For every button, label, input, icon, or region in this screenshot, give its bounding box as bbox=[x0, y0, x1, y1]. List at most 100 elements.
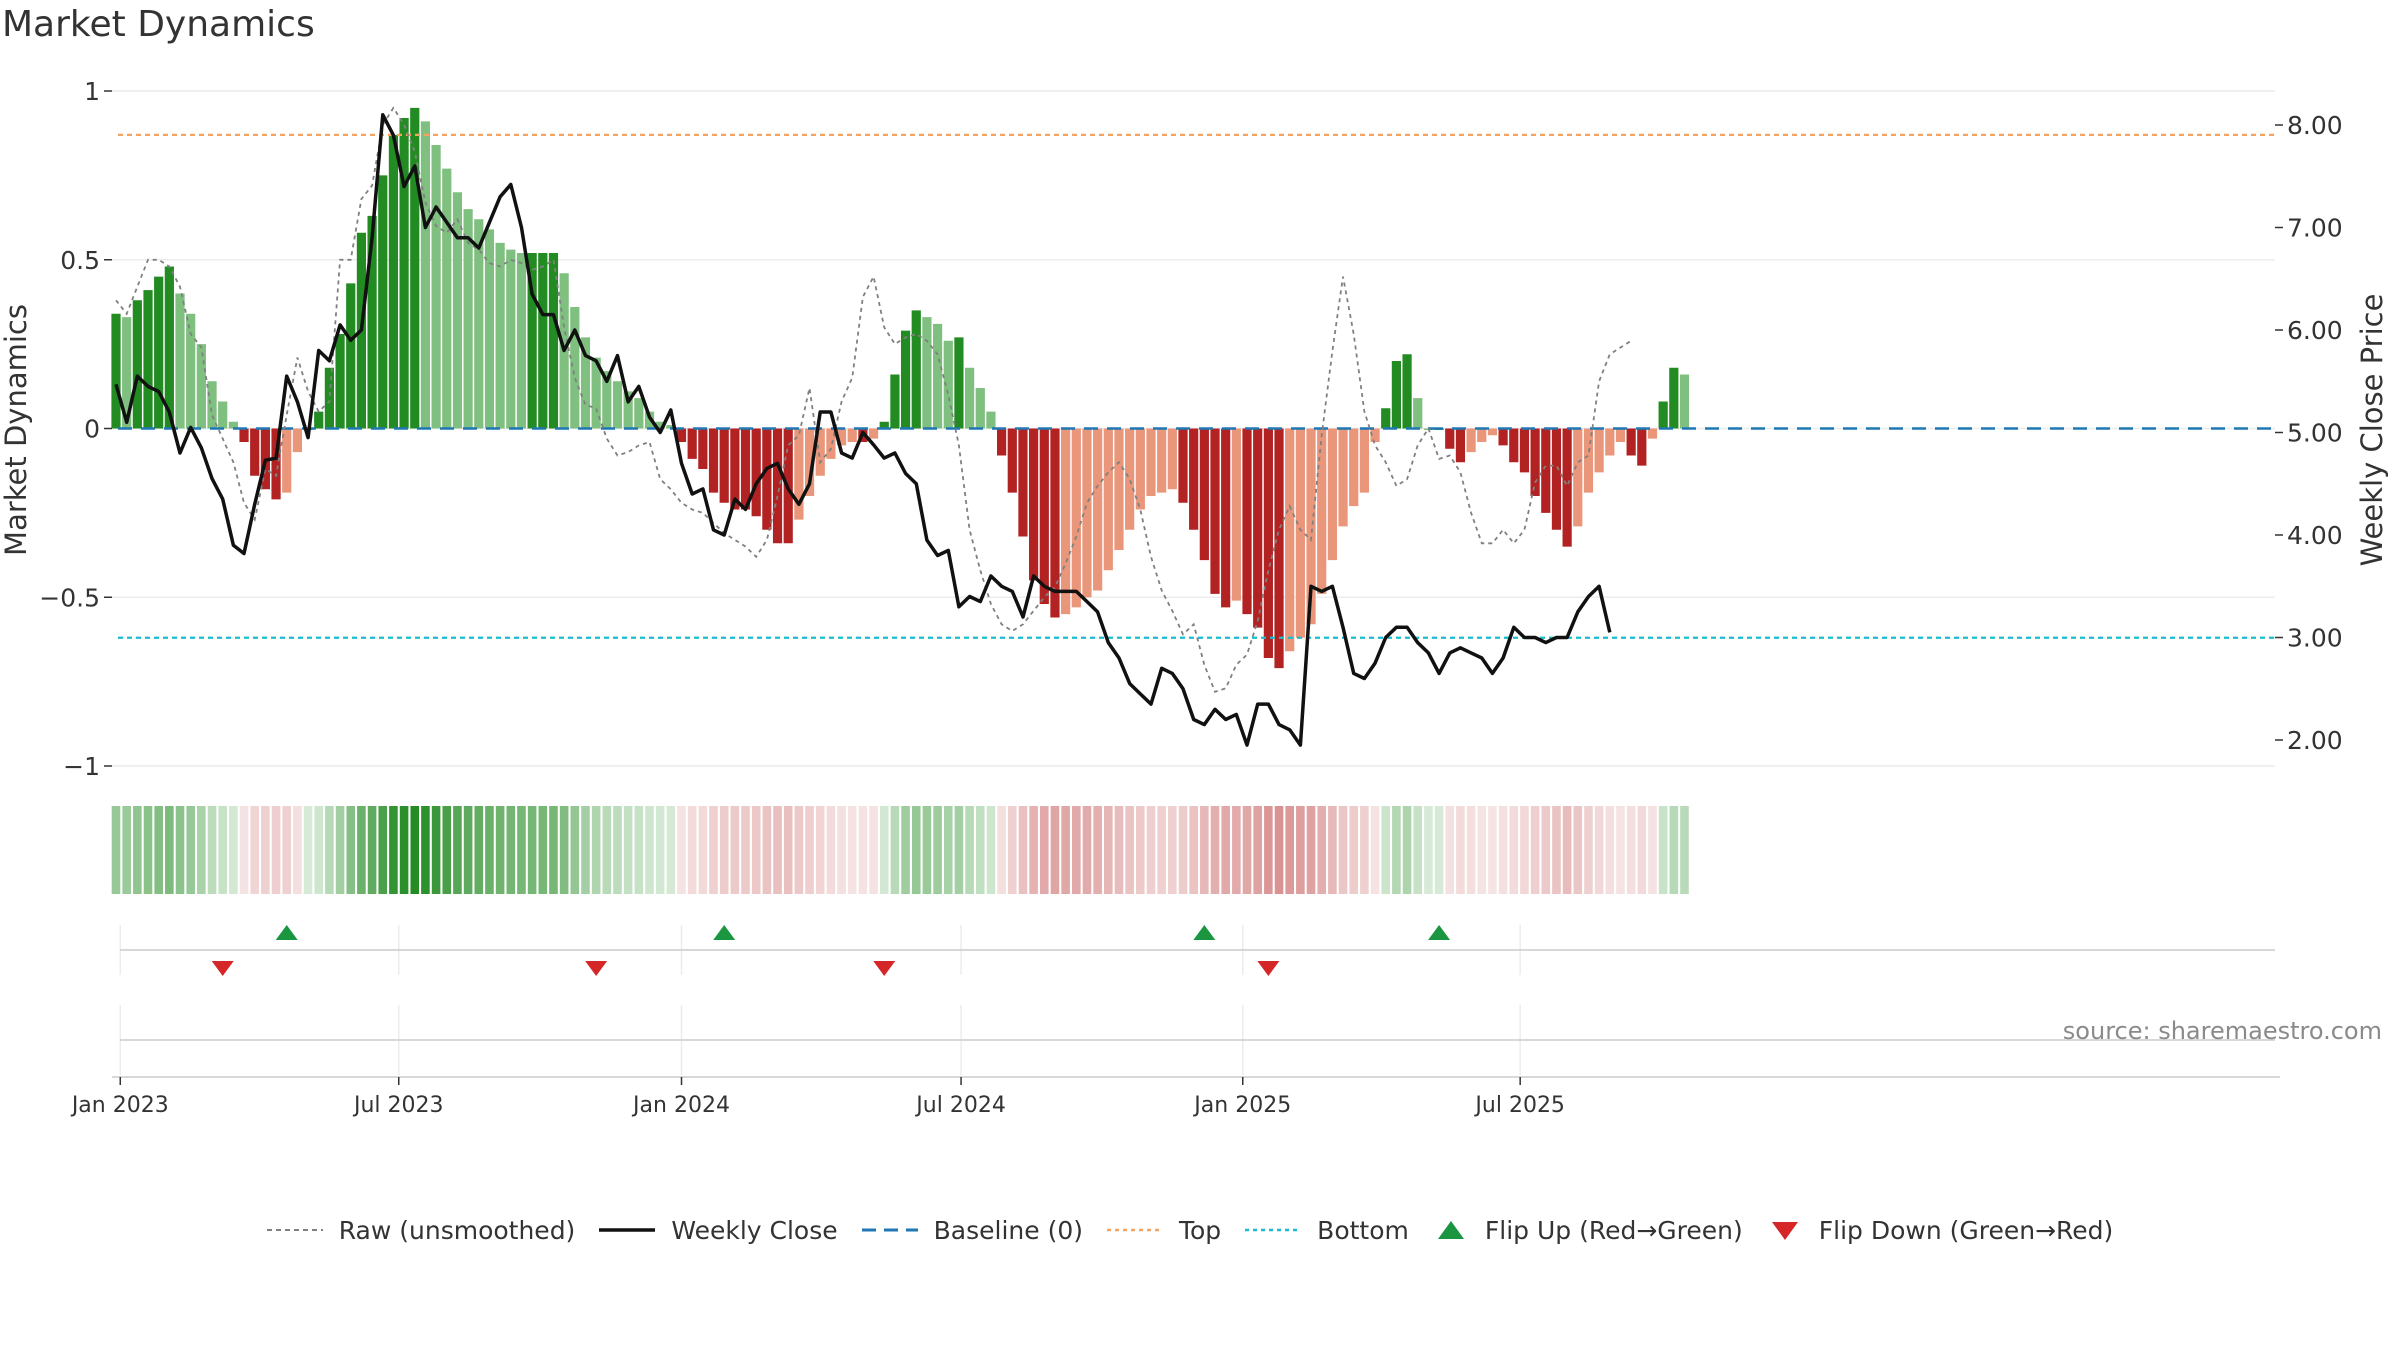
regime-cell bbox=[1605, 806, 1615, 894]
regime-cell bbox=[591, 806, 601, 894]
regime-cell bbox=[1584, 806, 1593, 894]
momentum-bar bbox=[1093, 428, 1103, 591]
right-axis: 8.00 7.00 6.00 5.00 4.00 3.00 2.00 bbox=[2275, 111, 2343, 755]
flip-down-marker bbox=[1257, 961, 1280, 976]
regime-cell bbox=[303, 806, 313, 894]
momentum-bar bbox=[932, 323, 943, 429]
legend-item-flip-up: Flip Up (Red→Green) bbox=[1431, 1216, 1743, 1245]
momentum-bar bbox=[580, 337, 591, 429]
momentum-bar bbox=[1253, 428, 1263, 628]
regime-cell bbox=[378, 806, 388, 894]
momentum-bar bbox=[847, 428, 857, 442]
left-tick-label: 0.5 bbox=[60, 246, 100, 275]
level-lines bbox=[118, 133, 2275, 639]
momentum-bar bbox=[997, 428, 1007, 456]
momentum-bar bbox=[975, 388, 985, 429]
momentum-bar bbox=[591, 357, 601, 429]
regime-cell bbox=[1114, 806, 1124, 894]
momentum-bar bbox=[762, 428, 772, 530]
momentum-bar bbox=[314, 411, 324, 429]
momentum-bar bbox=[164, 266, 174, 429]
legend-close-swatch bbox=[599, 1228, 656, 1232]
regime-cell bbox=[1178, 806, 1188, 894]
regime-cell bbox=[1317, 806, 1327, 894]
regime-cell bbox=[933, 806, 942, 894]
regime-cell bbox=[1381, 806, 1391, 894]
momentum-bar bbox=[1509, 428, 1519, 463]
regime-cell bbox=[282, 806, 292, 894]
weekly-close-line bbox=[114, 113, 1612, 747]
momentum-bar bbox=[868, 428, 879, 439]
regime-cell bbox=[1370, 806, 1380, 894]
momentum-bar bbox=[1413, 398, 1423, 429]
right-tick-label: 8.00 bbox=[2287, 111, 2343, 140]
regime-cell bbox=[442, 806, 452, 894]
right-tick-label: 4.00 bbox=[2287, 521, 2343, 550]
momentum-bar bbox=[378, 175, 388, 429]
legend-bottom-swatch bbox=[1245, 1228, 1302, 1232]
regime-cell bbox=[293, 806, 302, 894]
momentum-bar bbox=[687, 428, 697, 459]
x-axis: Jan 2023 Jul 2023 Jan 2024 Jul 2024 Jan 2025… bbox=[70, 1077, 1565, 1118]
regime-cell bbox=[911, 806, 921, 894]
momentum-bar bbox=[1658, 401, 1668, 429]
regime-cell bbox=[218, 806, 227, 894]
regime-cell bbox=[826, 806, 836, 894]
regime-cell bbox=[239, 806, 249, 894]
momentum-bar bbox=[474, 219, 484, 429]
regime-cell bbox=[1541, 806, 1551, 894]
regime-cell bbox=[197, 806, 206, 894]
momentum-bar bbox=[143, 290, 153, 429]
regime-cell bbox=[229, 806, 238, 894]
momentum-bar bbox=[1487, 428, 1498, 436]
regime-cell bbox=[879, 806, 889, 894]
momentum-bar bbox=[612, 381, 623, 429]
regime-cell bbox=[1616, 806, 1625, 894]
regime-cell bbox=[1434, 806, 1444, 894]
regime-cell bbox=[1039, 806, 1049, 894]
momentum-bar bbox=[292, 428, 302, 453]
regime-cell bbox=[154, 806, 163, 894]
momentum-bar bbox=[815, 428, 825, 476]
momentum-bar bbox=[602, 371, 612, 429]
regime-cell bbox=[559, 806, 569, 894]
momentum-bar bbox=[495, 242, 505, 429]
source-note: source: sharemaestro.com bbox=[2062, 1017, 2382, 1045]
legend-label-flip-up: Flip Up (Red→Green) bbox=[1484, 1215, 1743, 1245]
legend-baseline-swatch bbox=[861, 1228, 918, 1232]
momentum-bar bbox=[1519, 428, 1530, 473]
regime-cell bbox=[1424, 806, 1433, 894]
regime-cell bbox=[858, 806, 868, 894]
momentum-bar bbox=[1263, 428, 1273, 658]
legend-item-raw: Raw (unsmoothed) bbox=[265, 1216, 575, 1245]
momentum-bar bbox=[1125, 428, 1135, 530]
momentum-bar bbox=[175, 293, 185, 429]
momentum-bar bbox=[218, 401, 228, 429]
momentum-bar bbox=[1146, 428, 1156, 496]
regime-cell bbox=[143, 806, 153, 894]
momentum-bar bbox=[506, 249, 516, 429]
chart-title: Market Dynamics bbox=[2, 4, 315, 45]
flip-up-marker bbox=[275, 925, 298, 940]
regime-cell bbox=[698, 806, 708, 894]
left-tick-label: −0.5 bbox=[39, 583, 100, 612]
regime-cell bbox=[783, 806, 793, 894]
momentum-bar bbox=[954, 337, 964, 429]
momentum-bar bbox=[1210, 428, 1220, 594]
momentum-bar bbox=[1114, 428, 1124, 550]
regime-cell bbox=[357, 806, 366, 894]
momentum-bar bbox=[1647, 428, 1658, 439]
regime-cell bbox=[581, 806, 590, 894]
regime-cell bbox=[1509, 806, 1519, 894]
regime-cell bbox=[975, 806, 985, 894]
momentum-bar bbox=[1583, 428, 1594, 493]
regime-cell bbox=[1360, 806, 1369, 894]
flip-down-icon bbox=[1771, 1222, 1798, 1240]
regime-cell bbox=[666, 806, 676, 894]
regime-cell bbox=[1338, 806, 1348, 894]
momentum-bar bbox=[1541, 428, 1551, 513]
momentum-bar bbox=[911, 310, 921, 429]
legend-top-swatch bbox=[1106, 1228, 1163, 1232]
regime-cell bbox=[165, 806, 174, 894]
regime-cell bbox=[1594, 806, 1604, 894]
